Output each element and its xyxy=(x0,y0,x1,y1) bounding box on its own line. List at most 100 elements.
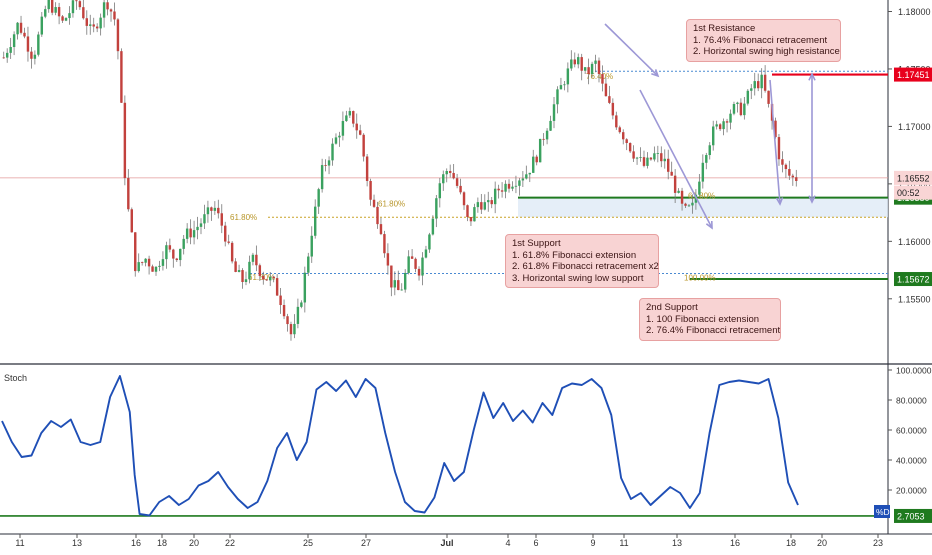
support-2-note[interactable]: 2nd Support 1. 100 Fibonacci extension 2. … xyxy=(639,298,781,341)
candle-body xyxy=(383,234,386,254)
candle-body xyxy=(196,226,199,231)
time-tick-label: 6 xyxy=(533,538,538,548)
measured-move-arrow-head xyxy=(808,72,816,81)
candle-body xyxy=(639,157,642,158)
candle-body xyxy=(670,171,673,176)
candle-body xyxy=(660,153,663,162)
candle-body xyxy=(611,102,615,116)
candle-body xyxy=(286,316,289,325)
note-line: 2. 76.4% Fibonacci retracement xyxy=(646,325,781,336)
candle-body xyxy=(262,275,265,280)
candle-body xyxy=(788,169,791,176)
candle-body xyxy=(220,213,223,226)
candle-body xyxy=(68,13,71,19)
candle-body xyxy=(26,36,30,52)
time-tick-label: 16 xyxy=(730,538,740,548)
candle-body xyxy=(137,262,140,272)
candle-body xyxy=(213,207,217,211)
candle-body xyxy=(75,0,78,2)
candle-body xyxy=(210,207,213,211)
candle-body xyxy=(469,217,473,222)
candle-body xyxy=(545,130,549,140)
candle-body xyxy=(590,63,594,75)
time-tick-label: Jul xyxy=(440,538,453,548)
candle-body xyxy=(5,52,9,58)
candle-body xyxy=(628,143,632,152)
candle-body xyxy=(705,155,708,163)
time-tick-label: 11 xyxy=(15,538,24,548)
candle-body xyxy=(161,259,165,266)
candle-body xyxy=(23,32,26,37)
candle-body xyxy=(698,181,701,195)
candle-body xyxy=(684,203,687,206)
candle-body xyxy=(71,0,75,14)
candle-body xyxy=(279,295,282,306)
candle-body xyxy=(556,89,559,105)
candle-body xyxy=(241,270,244,283)
support-1-note[interactable]: 1st Support 1. 61.8% Fibonacci extension 2… xyxy=(505,234,659,288)
candle-body xyxy=(130,209,133,233)
stoch-tick-label: 80.0000 xyxy=(896,396,927,406)
candle-body xyxy=(57,7,61,17)
candle-body xyxy=(116,19,120,52)
candle-body xyxy=(608,96,611,103)
candle-body xyxy=(16,22,19,35)
candle-body xyxy=(182,238,185,249)
candle-body xyxy=(750,88,753,91)
candle-body xyxy=(528,172,531,175)
price-tag xyxy=(894,272,932,287)
candle-body xyxy=(466,205,469,218)
candle-body xyxy=(767,90,770,104)
candle-body xyxy=(511,186,514,189)
candle-body xyxy=(687,205,691,207)
candle-body xyxy=(490,200,493,205)
stoch-tick-label: 40.0000 xyxy=(896,456,927,466)
stoch-d-line xyxy=(1,375,799,517)
candle-body xyxy=(345,115,348,122)
candle-body xyxy=(410,256,414,259)
candle-body xyxy=(64,18,68,21)
candle-body xyxy=(120,51,123,103)
candle-body xyxy=(462,192,466,206)
candle-body xyxy=(109,9,113,12)
measured-move-arrow-head xyxy=(808,195,816,204)
candle-body xyxy=(635,157,639,159)
candle-body xyxy=(275,278,279,296)
candle-body xyxy=(165,245,168,260)
time-tick-label: 22 xyxy=(225,538,235,548)
candle-body xyxy=(355,123,358,131)
candle-body xyxy=(189,228,192,238)
candle-body xyxy=(518,180,521,186)
note-line: 1. 100 Fibonacci extension xyxy=(646,313,760,325)
candle-body xyxy=(618,127,621,133)
candle-body xyxy=(521,178,525,181)
note-line: 1. 61.8% Fibonacci extension xyxy=(512,249,637,261)
candle-body xyxy=(147,258,151,267)
candle-body xyxy=(237,270,241,272)
candle-body xyxy=(400,289,403,291)
candle-body xyxy=(732,104,736,114)
candle-body xyxy=(310,235,313,257)
candle-body xyxy=(390,265,393,288)
resistance-note[interactable]: 1st Resistance 1. 76.4% Fibonacci retrace… xyxy=(686,19,841,62)
candle-body xyxy=(535,156,538,163)
candle-body xyxy=(743,103,746,116)
fib-level-label: 61.80% xyxy=(378,199,405,208)
candle-body xyxy=(573,59,576,65)
projection-arrow-head xyxy=(775,197,784,206)
price-tag-label: 1.16552 xyxy=(897,173,930,183)
candle-body xyxy=(95,26,99,29)
candle-body xyxy=(61,16,64,21)
candle-body xyxy=(185,228,189,239)
candle-body xyxy=(203,214,206,224)
support-zone xyxy=(518,197,888,218)
candle-body xyxy=(144,258,147,263)
fib-level-label: 61.80% xyxy=(248,273,275,282)
candle-body xyxy=(393,280,397,288)
price-tick-label: 1.17000 xyxy=(898,122,931,132)
candle-body xyxy=(19,22,23,33)
candle-body xyxy=(597,60,601,75)
candle-body xyxy=(538,138,542,163)
